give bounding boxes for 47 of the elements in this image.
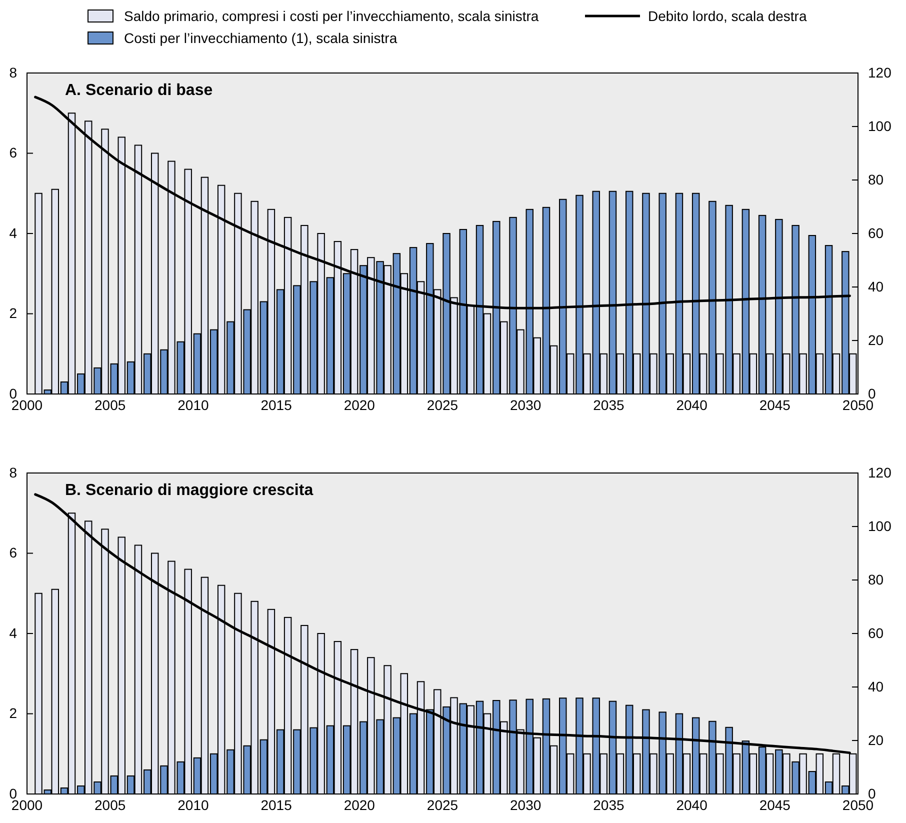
y2-tick-label: 100: [868, 518, 892, 534]
x-tick-label: 2030: [510, 396, 542, 413]
x-tick-label: 2040: [676, 396, 708, 413]
y2-tick-label: 0: [868, 385, 876, 402]
y-tick-label: 8: [9, 464, 18, 480]
x-tick-label: 2010: [178, 796, 209, 813]
x-tick-label: 2045: [759, 796, 791, 813]
text: B. Scenario di maggiore crescita: [65, 482, 314, 499]
y-tick-label: 0: [9, 385, 18, 402]
y-tick-label: 2: [9, 705, 18, 722]
x-tick-label: 2045: [759, 396, 791, 413]
y2-tick-label: 120: [868, 64, 892, 80]
y2-tick-label: 0: [868, 785, 876, 802]
y-tick-label: 6: [9, 544, 18, 561]
text: A. Scenario di base: [65, 82, 213, 99]
legend-label: Debito lordo, scala destra: [648, 8, 807, 24]
y2-tick-label: 20: [868, 732, 884, 748]
y2-tick-label: 40: [868, 678, 884, 694]
x-tick-label: 2025: [426, 396, 458, 413]
x-tick-label: 2040: [676, 796, 708, 813]
y-tick-label: 4: [9, 624, 18, 641]
y-tick-label: 0: [9, 785, 18, 802]
x-tick-label: 2015: [260, 396, 292, 413]
x-tick-label: 2030: [510, 796, 542, 813]
x-tick-label: 2025: [426, 796, 458, 813]
x-tick-label: 2020: [344, 396, 376, 413]
y2-tick-label: 60: [868, 224, 884, 241]
x-tick-label: 2020: [344, 796, 376, 813]
y2-tick-label: 100: [868, 118, 892, 134]
y-tick-label: 8: [9, 64, 18, 80]
y2-tick-label: 120: [868, 464, 892, 480]
y2-tick-label: 80: [868, 571, 884, 588]
x-tick-label: 2035: [593, 396, 624, 413]
y2-tick-label: 60: [868, 624, 884, 641]
y-tick-label: 2: [9, 305, 18, 322]
y2-tick-label: 20: [868, 332, 884, 348]
y-tick-label: 6: [9, 144, 18, 161]
x-tick-label: 2035: [593, 796, 624, 813]
x-tick-label: 2005: [94, 396, 126, 413]
legend-label: Saldo primario, compresi i costi per l’invecchiamento, scala sinistra: [124, 8, 539, 24]
x-tick-label: 2005: [94, 796, 126, 813]
y-tick-label: 4: [9, 224, 18, 241]
y2-tick-label: 80: [868, 171, 884, 188]
x-tick-label: 2010: [178, 396, 209, 413]
x-tick-label: 2015: [260, 796, 292, 813]
legend-label: Costi per l’invecchiamento (1), scala sinistra: [124, 30, 398, 46]
y2-tick-label: 40: [868, 278, 884, 294]
